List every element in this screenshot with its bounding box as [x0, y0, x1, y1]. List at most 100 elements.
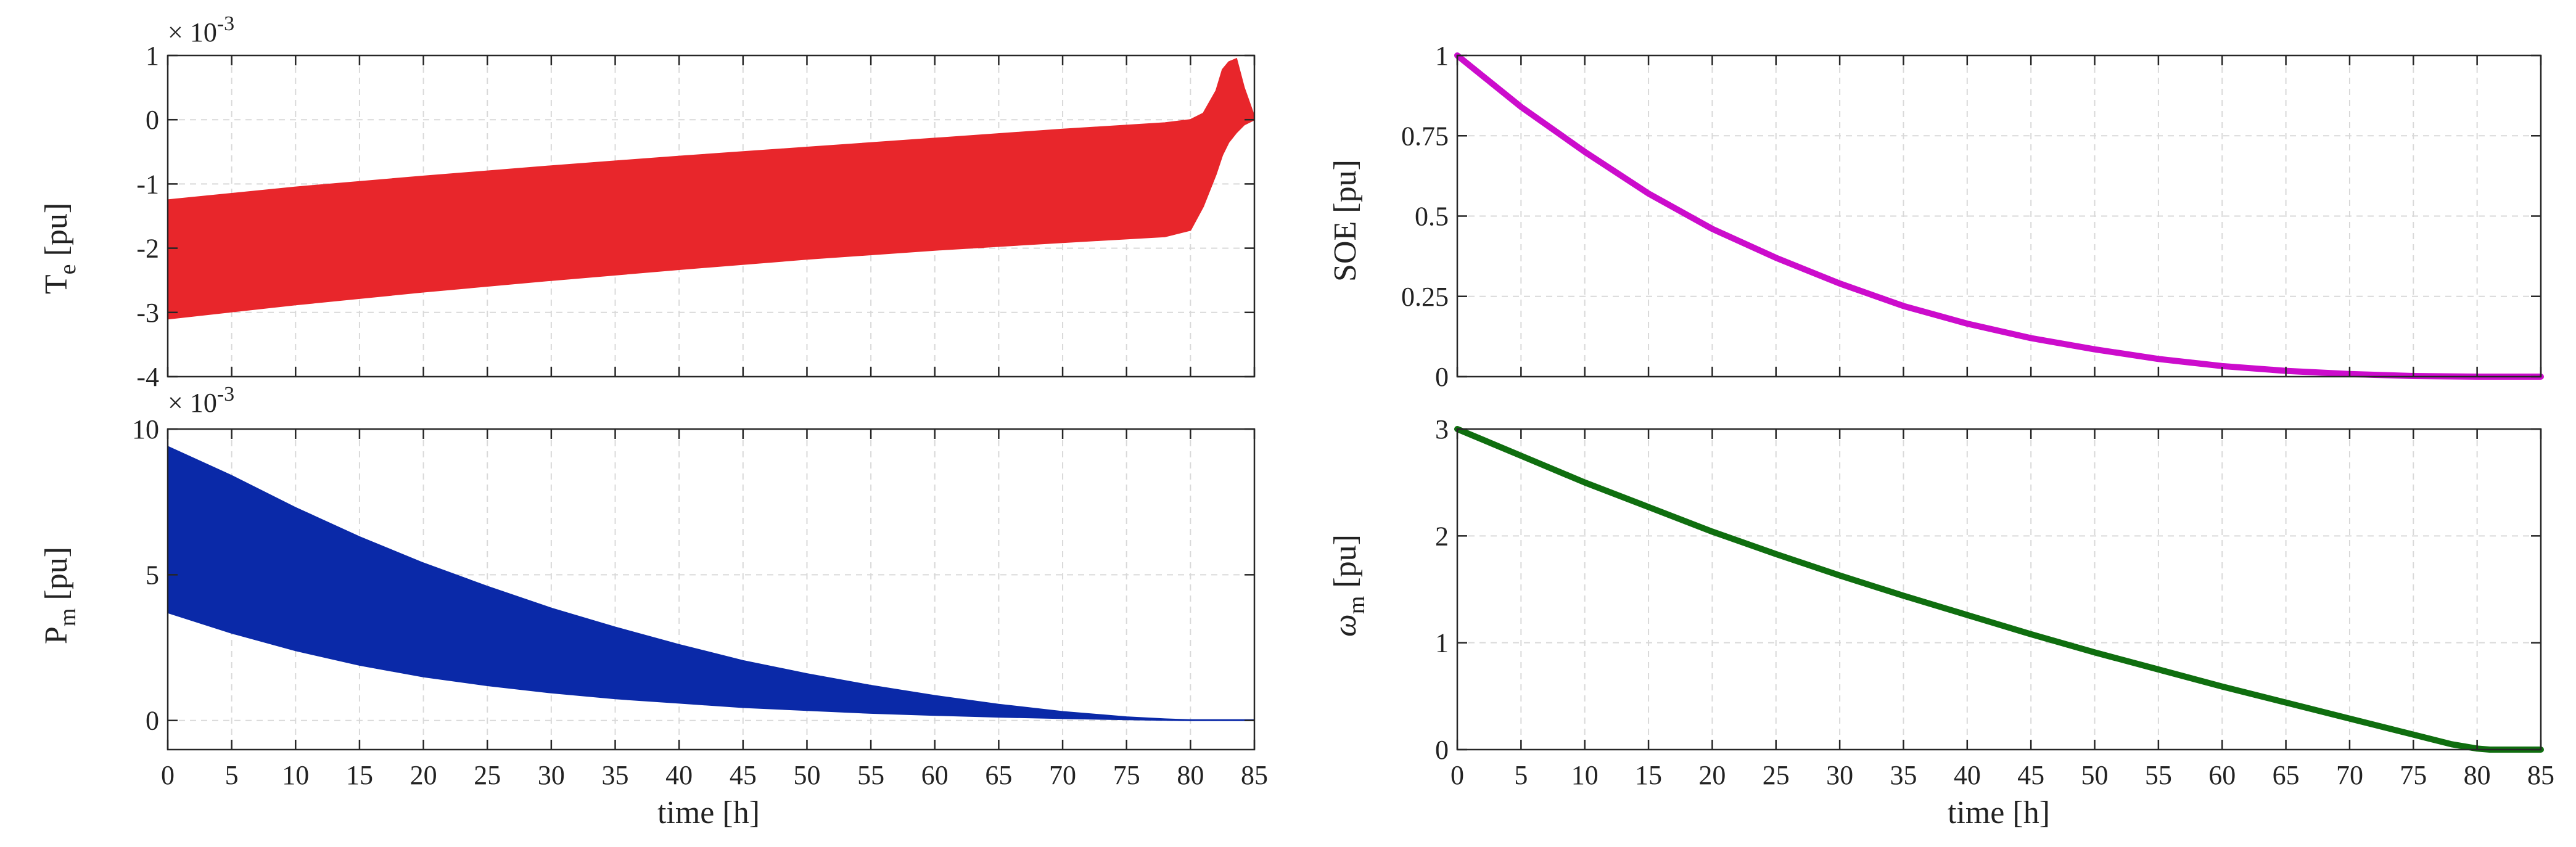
pm-ytick-label: 5: [146, 560, 159, 590]
te-axes-box: [167, 54, 1256, 378]
pm-xtick-label: 5: [225, 760, 239, 790]
te-exponent-base: × 10: [168, 17, 217, 47]
pm-ytick-label: 0: [146, 706, 159, 736]
pm-xtick-label: 80: [1177, 760, 1204, 790]
pm-xticks: 0 5 10 15 20 25 30 35 40 45 50 55 60 65 70 75 80 85: [161, 429, 1268, 790]
soe-ytick-label: 0.25: [1401, 282, 1449, 312]
wm-xtick-label: 60: [2208, 760, 2236, 790]
soe-xticks: [1456, 55, 2542, 377]
pm-band: [167, 445, 1255, 721]
soe-ylabel: SOE [pu]: [1328, 160, 1363, 282]
pm-ylabel: Pm [pu]: [39, 547, 81, 644]
te-exponent-power: -3: [217, 12, 234, 35]
pm-axes-box: [167, 428, 1256, 751]
pm-xtick-label: 60: [921, 760, 949, 790]
pm-xtick-label: 20: [410, 760, 437, 790]
pm-xtick-label: 35: [602, 760, 629, 790]
pm-xtick-label: 45: [730, 760, 757, 790]
te-xticks: [167, 55, 1256, 377]
wm-xtick-label: 40: [1954, 760, 1981, 790]
te-panel: -4-3-2-101 × 10-3 Te [pu]: [39, 12, 1256, 392]
pm-xtick-label: 25: [474, 760, 501, 790]
te-frame: [167, 54, 1256, 378]
soe-series-SOE: [1454, 52, 2544, 380]
wm-ylabel-unit: [pu]: [1328, 534, 1363, 596]
pm-ylabel-unit: [pu]: [39, 547, 74, 608]
wm-xtick-label: 45: [2017, 760, 2044, 790]
wm-xtick-label: 5: [1514, 760, 1528, 790]
soe-marks: [1454, 52, 2544, 380]
wm-xtick-label: 35: [1890, 760, 1917, 790]
wm-xtick-label: 10: [1571, 760, 1599, 790]
pm-frame: [167, 428, 1256, 751]
te-marks: [167, 57, 1255, 320]
wm-ytick-label: 2: [1435, 521, 1449, 551]
pm-exponent-base: × 10: [168, 388, 217, 418]
pm-exponent: × 10-3: [168, 383, 234, 418]
pm-yticks: 0 5 10: [132, 414, 1254, 736]
pm-xtick-label: 40: [665, 760, 693, 790]
wm-axes-box: [1456, 428, 2542, 751]
wm-xticks: 0 5 10 15 20 25 30 35 40 45 50 55 60 65 70 75 80 85: [1451, 429, 2554, 790]
pm-xtick-label: 85: [1241, 760, 1268, 790]
te-ytick-label: -3: [136, 298, 159, 328]
wm-xtick-label: 30: [1826, 760, 1853, 790]
te-ytick-label: 0: [146, 105, 159, 135]
pm-xtick-label: 50: [793, 760, 820, 790]
wm-grid: [1457, 428, 2541, 750]
pm-ylabel-main: P: [39, 626, 74, 644]
te-ylabel-sub: e: [55, 264, 81, 275]
soe-panel: 0 0.25 0.5 0.75 1 SOE [pu]: [1328, 41, 2544, 392]
soe-ytick-label: 0: [1435, 362, 1449, 392]
pm-xtick-label: 10: [282, 760, 309, 790]
te-exponent: × 10-3: [168, 12, 234, 47]
te-ytick-label: -1: [136, 169, 159, 199]
pm-xtick-label: 70: [1049, 760, 1076, 790]
soe-yticks: 0 0.25 0.5 0.75 1: [1401, 41, 2541, 392]
soe-ytick-label: 0.5: [1415, 202, 1449, 232]
wm-xtick-label: 15: [1635, 760, 1662, 790]
pm-xtick-label: 0: [161, 760, 175, 790]
wm-frame: [1456, 428, 2542, 751]
wm-xlabel: time [h]: [1948, 795, 2050, 830]
wm-marks: [1454, 426, 2544, 753]
te-band: [167, 57, 1255, 320]
pm-marks: [167, 445, 1255, 721]
soe-ytick-label: 0.75: [1401, 121, 1449, 151]
wm-series-omega_m: [1454, 426, 2544, 753]
pm-xtick-label: 75: [1113, 760, 1140, 790]
pm-exponent-power: -3: [217, 383, 234, 406]
te-ytick-label: -4: [136, 362, 159, 392]
pm-xlabel: time [h]: [657, 795, 760, 830]
pm-xtick-label: 65: [985, 760, 1012, 790]
wm-xtick-label: 25: [1763, 760, 1790, 790]
wm-xtick-label: 20: [1698, 760, 1726, 790]
te-yticks: -4 -3 -2 -1 0 1: [136, 41, 1254, 392]
wm-xtick-label: 70: [2336, 760, 2363, 790]
wm-xtick-label: 50: [2081, 760, 2109, 790]
te-ylabel-unit: [pu]: [39, 203, 74, 264]
pm-ytick-label: 10: [132, 414, 159, 444]
wm-xtick-label: 65: [2273, 760, 2300, 790]
wm-xtick-label: 85: [2527, 760, 2554, 790]
wm-xtick-label: 55: [2145, 760, 2172, 790]
te-ylabel: Te [pu]: [39, 203, 81, 294]
wm-ylabel-main: ω: [1328, 614, 1363, 637]
te-ylabel-main: T: [39, 274, 74, 294]
pm-xtick-label: 55: [857, 760, 884, 790]
soe-ytick-label: 1: [1435, 41, 1449, 71]
te-ytick-label: 1: [146, 41, 159, 71]
wm-ylabel: ωm [pu]: [1328, 534, 1370, 637]
wm-ytick-label: 0: [1435, 735, 1449, 765]
wm-xtick-label: 75: [2400, 760, 2427, 790]
wm-ytick-label: 3: [1435, 414, 1449, 444]
wm-xtick-label: 80: [2464, 760, 2491, 790]
pm-ylabel-sub: m: [55, 608, 81, 627]
wm-ytick-label: 1: [1435, 628, 1449, 658]
te-ytick-label: -2: [136, 234, 159, 264]
wm-xtick-label: 0: [1451, 760, 1464, 790]
wm-yticks: 0 1 2 3: [1435, 414, 2541, 765]
pm-xtick-label: 30: [538, 760, 565, 790]
